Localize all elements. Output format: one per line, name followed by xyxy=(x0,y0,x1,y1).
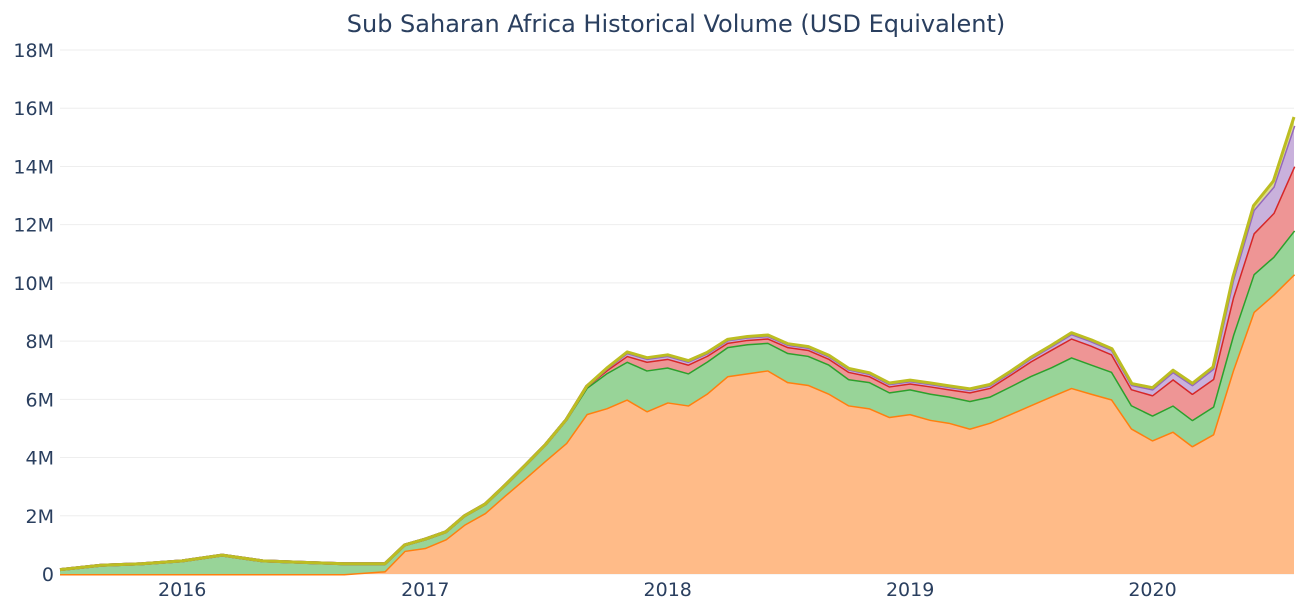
plot-area xyxy=(59,116,1296,576)
y-tick-label: 12M xyxy=(13,215,54,237)
x-tick-label: 2018 xyxy=(644,579,692,601)
y-tick-label: 6M xyxy=(26,389,54,411)
y-tick-label: 0 xyxy=(42,564,54,586)
x-axis: 2016 2017 2018 2019 2020 xyxy=(158,579,1177,601)
x-tick-label: 2016 xyxy=(158,579,206,601)
x-tick-label: 2019 xyxy=(886,579,934,601)
y-tick-label: 18M xyxy=(13,40,54,62)
series-1-area xyxy=(60,274,1294,574)
y-tick-label: 4M xyxy=(26,448,54,470)
y-tick-label: 16M xyxy=(13,98,54,120)
x-tick-label: 2020 xyxy=(1128,579,1176,601)
x-tick-label: 2017 xyxy=(401,579,449,601)
y-tick-label: 14M xyxy=(13,156,54,178)
series-5-line xyxy=(59,116,1296,572)
series-2-area xyxy=(60,230,1294,574)
y-tick-label: 2M xyxy=(26,506,54,528)
y-axis: 0 2M 4M 6M 8M 10M 12M 14M 16M 18M xyxy=(13,40,54,586)
y-tick-label: 8M xyxy=(26,331,54,353)
y-tick-label: 10M xyxy=(13,273,54,295)
series-3-area xyxy=(60,166,1294,570)
grid xyxy=(60,49,1294,575)
chart-title: Sub Saharan Africa Historical Volume (US… xyxy=(347,10,1005,38)
